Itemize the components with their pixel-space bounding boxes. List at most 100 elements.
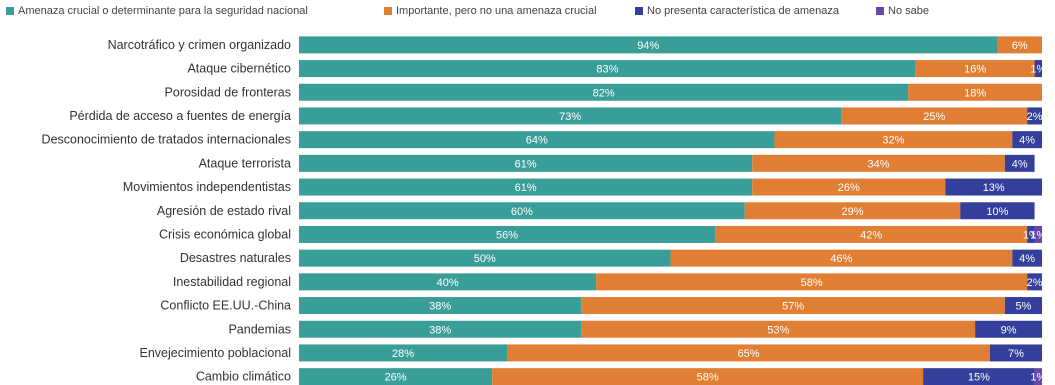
data-label: 57% <box>782 301 804 313</box>
bar-segment <box>1012 249 1042 267</box>
bar-segment <box>507 344 990 362</box>
data-label: 32% <box>882 135 904 147</box>
data-label: 1% <box>1030 64 1046 76</box>
data-label: 26% <box>385 372 407 384</box>
data-label: 26% <box>838 182 860 194</box>
category-label: Ataque cibernético <box>187 62 291 76</box>
legend-label: No presenta característica de amenaza <box>647 5 839 17</box>
bar-segment <box>752 178 946 196</box>
data-label: 2% <box>1027 111 1043 123</box>
category-label: Desastres naturales <box>180 251 291 265</box>
bar-segment <box>841 107 1028 125</box>
bar-segment <box>744 202 961 220</box>
category-label: Desconocimiento de tratados internaciona… <box>42 133 291 147</box>
bar-segment <box>299 36 998 54</box>
legend-label: Amenaza crucial o determinante para la s… <box>18 5 308 17</box>
bar-segment <box>299 154 753 172</box>
data-label: 65% <box>737 348 759 360</box>
category-label: Cambio climático <box>196 370 291 384</box>
bar-segment <box>774 131 1013 149</box>
bar-segment <box>915 60 1035 78</box>
data-label: 40% <box>437 277 459 289</box>
data-label: 38% <box>429 301 451 313</box>
bar-segment <box>1034 368 1042 385</box>
bar-segment <box>1027 273 1042 291</box>
data-label: 18% <box>964 87 986 99</box>
legend-item: Amenaza crucial o determinante para la s… <box>6 5 308 17</box>
data-label: 29% <box>842 206 864 218</box>
bar-segment <box>299 131 775 149</box>
bar-segment <box>492 368 924 385</box>
bar-segment <box>299 83 909 101</box>
bar-segment <box>1034 225 1042 243</box>
bar-segment <box>1034 60 1042 78</box>
bar-segment <box>299 273 597 291</box>
category-label: Envejecimiento poblacional <box>140 346 291 360</box>
data-label: 34% <box>868 158 890 170</box>
bar-segment <box>975 320 1042 338</box>
category-label: Conflicto EE.UU.-China <box>160 299 291 313</box>
data-label: 7% <box>1008 348 1024 360</box>
data-label: 1% <box>1030 372 1046 384</box>
legend-item: Importante, pero no una amenaza crucial <box>384 5 597 17</box>
bar-segment <box>989 344 1042 362</box>
bar-segment <box>596 273 1028 291</box>
bar-segment <box>923 368 1035 385</box>
category-label: Agresión de estado rival <box>157 204 291 218</box>
legend-item: No sabe <box>876 5 929 17</box>
category-label: Pérdida de acceso a fuentes de energía <box>69 109 291 123</box>
category-label: Porosidad de fronteras <box>165 85 291 99</box>
legend-swatch <box>635 7 643 15</box>
bar-segment <box>299 320 582 338</box>
bar-segment <box>299 225 716 243</box>
chart-legend: Amenaza crucial o determinante para la s… <box>6 3 1051 21</box>
legend-swatch <box>876 7 884 15</box>
data-label: 13% <box>983 182 1005 194</box>
bar-segment <box>908 83 1042 101</box>
data-label: 38% <box>429 324 451 336</box>
data-label: 50% <box>474 253 496 265</box>
bar-segment <box>752 154 1005 172</box>
bar-segment <box>670 249 1013 267</box>
data-label: 53% <box>767 324 789 336</box>
category-label: Movimientos independentistas <box>123 180 291 194</box>
data-label: 56% <box>496 229 518 241</box>
data-label: 2% <box>1027 277 1043 289</box>
data-label: 4% <box>1019 135 1035 147</box>
data-label: 60% <box>511 206 533 218</box>
data-label: 42% <box>860 229 882 241</box>
bar-segment <box>299 344 508 362</box>
data-label: 10% <box>986 206 1008 218</box>
data-label: 61% <box>515 158 537 170</box>
bar-segment <box>1012 131 1042 149</box>
bar-segment <box>299 178 753 196</box>
bar-segment <box>960 202 1035 220</box>
data-label: 73% <box>559 111 581 123</box>
bar-segment <box>581 297 1005 315</box>
data-label: 6% <box>1012 40 1028 52</box>
data-label: 58% <box>801 277 823 289</box>
bar-segment <box>945 178 1042 196</box>
legend-item: No presenta característica de amenaza <box>635 5 839 17</box>
data-label: 9% <box>1001 324 1017 336</box>
data-label: 16% <box>964 64 986 76</box>
data-label: 94% <box>637 40 659 52</box>
category-label: Ataque terrorista <box>199 156 291 170</box>
data-label: 64% <box>526 135 548 147</box>
category-label: Pandemias <box>228 322 291 336</box>
data-label: 83% <box>596 64 618 76</box>
category-label: Inestabilidad regional <box>173 275 291 289</box>
bar-segment <box>299 107 842 125</box>
category-label: Narcotráfico y crimen organizado <box>108 38 291 52</box>
bar-segment <box>1004 297 1042 315</box>
data-label: 4% <box>1019 253 1035 265</box>
bar-segment <box>299 297 582 315</box>
category-label: Crisis económica global <box>159 227 291 241</box>
legend-swatch <box>384 7 392 15</box>
legend-swatch <box>6 7 14 15</box>
bar-segment <box>299 249 671 267</box>
data-label: 4% <box>1012 158 1028 170</box>
bar-segment <box>1004 154 1035 172</box>
bar-segment <box>581 320 976 338</box>
